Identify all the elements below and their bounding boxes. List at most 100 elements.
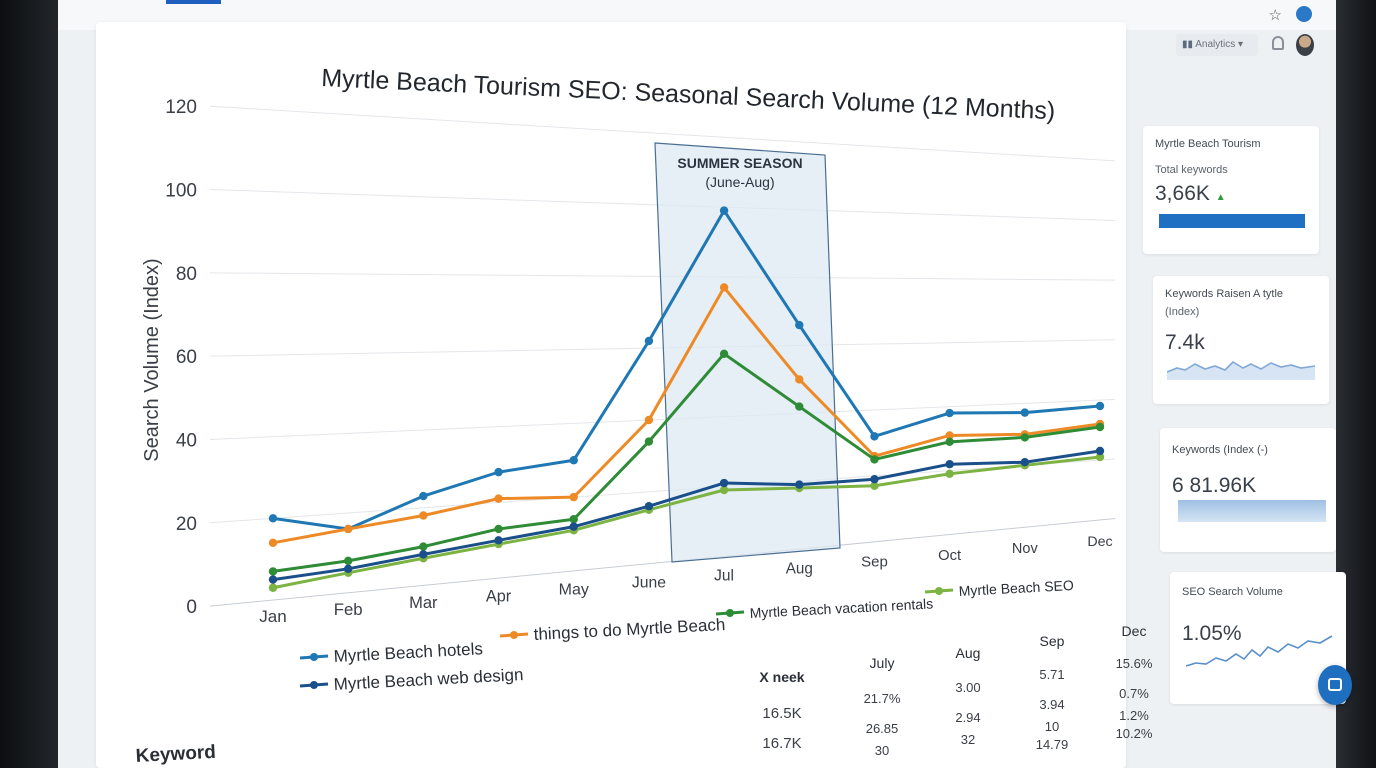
table-cell: 2.94 (955, 710, 980, 725)
stat-card-value: 6 81.96K (1172, 474, 1257, 497)
table-cell: 21.7% (864, 691, 901, 706)
data-point (569, 515, 578, 524)
data-point (945, 431, 954, 440)
stat-card-bar (1178, 500, 1326, 522)
x-tick-label: Jul (714, 568, 734, 585)
y-tick-label: 60 (176, 347, 197, 368)
data-point (945, 408, 954, 418)
series-line (272, 285, 1101, 545)
data-point (1095, 401, 1105, 411)
data-point (1020, 408, 1030, 417)
bar-chart-icon: ▮▮ (1182, 39, 1194, 50)
legend-label: Myrtle Beach hotels (333, 639, 483, 666)
table-cell: 10.2% (1116, 726, 1153, 741)
data-point (343, 556, 353, 566)
chevron-down-icon: ▾ (1238, 39, 1244, 50)
data-point (870, 481, 879, 490)
stat-card-keywords-raised: Keywords Raisen A tytle (Index) 7.4k (1153, 276, 1329, 404)
table-cell: 3.00 (955, 680, 980, 695)
legend-marker (935, 587, 943, 595)
main-chart-card (96, 22, 1126, 768)
data-point (1095, 452, 1105, 462)
data-point (268, 583, 278, 592)
data-point (719, 206, 729, 215)
stat-card-title: Myrtle Beach Tourism (1155, 138, 1261, 150)
x-tick-label: Aug (786, 561, 813, 578)
data-point (795, 402, 804, 411)
chat-button[interactable] (1318, 665, 1352, 705)
data-point (644, 415, 654, 425)
table-header: X neek (759, 669, 804, 685)
data-point (795, 320, 804, 330)
data-point (419, 542, 428, 551)
table-header: Sep (1040, 633, 1065, 649)
app-screen: ☆ (58, 0, 1336, 768)
data-point (419, 491, 428, 501)
table-cell: 5.71 (1039, 667, 1064, 682)
x-tick-label: Sep (861, 554, 888, 571)
y-tick-label: 0 (186, 597, 197, 618)
data-point (419, 550, 428, 559)
data-point (644, 437, 654, 446)
chat-icon (1328, 678, 1342, 691)
analytics-dropdown[interactable]: ▮▮ Analytics ▾ (1176, 34, 1258, 56)
x-tick-label: Nov (1012, 541, 1039, 557)
stat-card-seo-search-volume: SEO Search Volume 1.05% (1170, 572, 1346, 704)
globe-icon[interactable] (1296, 6, 1312, 22)
data-point (1020, 433, 1030, 442)
stat-card-value: 7.4k (1165, 331, 1205, 354)
stat-card-title: SEO Search Volume (1182, 586, 1283, 598)
data-point (870, 475, 879, 484)
legend-marker (310, 653, 318, 661)
grid-line (209, 458, 1116, 524)
table-cell: 0.7% (1119, 686, 1149, 701)
data-point (945, 469, 954, 479)
annotation-title: SUMMER SEASON (677, 155, 802, 171)
star-icon[interactable]: ☆ (1268, 7, 1282, 24)
y-tick-label: 80 (176, 264, 197, 285)
data-point (1095, 446, 1105, 456)
stat-value-text: 3,66K (1155, 182, 1210, 205)
legend-label: Myrtle Beach SEO (958, 577, 1074, 599)
table-header: Aug (956, 645, 981, 661)
stat-card-keywords-index: Keywords (Index (-) 6 81.96K (1160, 428, 1336, 552)
x-tick-label: June (632, 574, 666, 591)
x-tick-label: Apr (486, 587, 512, 605)
stat-card-total-keywords: Myrtle Beach Tourism Total keywords 3,66… (1143, 126, 1319, 254)
data-point (870, 432, 879, 441)
analytics-label: Analytics (1195, 39, 1236, 50)
data-point (268, 538, 278, 548)
stat-card-subtitle: Total keywords (1155, 164, 1228, 176)
legend-label: Myrtle Beach web design (333, 665, 524, 694)
x-tick-label: Mar (409, 594, 438, 612)
x-tick-label: Dec (1087, 534, 1112, 550)
summer-season-band (654, 142, 841, 563)
data-point (795, 480, 804, 489)
data-point (719, 478, 729, 488)
data-point (268, 514, 278, 523)
x-tick-label: Jan (259, 607, 286, 626)
stat-card-value: 3,66K ▲ (1155, 182, 1226, 206)
y-tick-label: 120 (165, 97, 197, 118)
grid-line (209, 339, 1116, 357)
bell-icon[interactable] (1272, 36, 1284, 50)
data-point (494, 494, 503, 503)
data-point (268, 575, 278, 584)
table-cell: 32 (961, 732, 975, 747)
data-point (644, 501, 654, 511)
data-point (569, 522, 578, 531)
data-point (795, 375, 804, 384)
grid-line (209, 518, 1116, 607)
user-avatar[interactable] (1296, 34, 1314, 56)
table-cell: 3.94 (1039, 697, 1064, 712)
stat-card-title: Keywords (Index (-) (1172, 444, 1268, 456)
series-line (272, 352, 1101, 573)
grid-line (209, 398, 1116, 440)
data-point (343, 524, 353, 534)
stat-card-title: Keywords Raisen A tytle (1165, 288, 1284, 300)
x-tick-label: Feb (334, 600, 363, 619)
table-header: July (870, 655, 895, 671)
stat-card-subtitle: (Index) (1165, 306, 1200, 318)
data-point (569, 456, 578, 465)
table-cell: 15.6% (1116, 656, 1153, 671)
